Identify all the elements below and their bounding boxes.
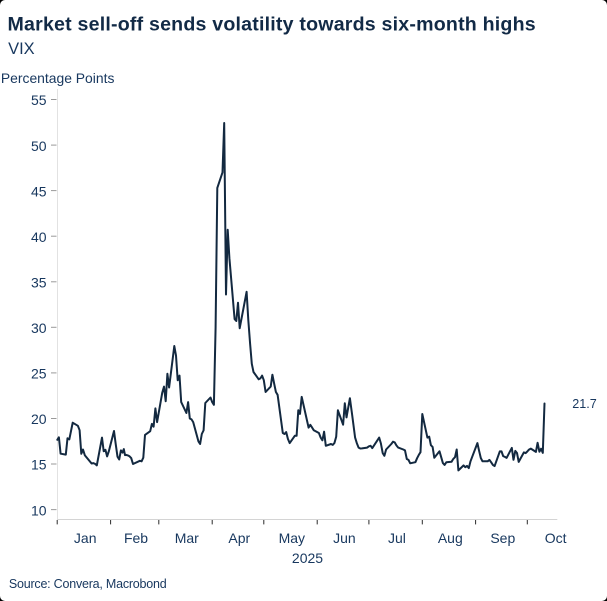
svg-text:Percentage Points: Percentage Points bbox=[1, 70, 115, 86]
svg-text:Jun: Jun bbox=[333, 530, 356, 546]
svg-text:Sep: Sep bbox=[490, 530, 515, 546]
svg-text:Oct: Oct bbox=[545, 530, 567, 546]
svg-text:Mar: Mar bbox=[175, 530, 199, 546]
svg-text:Market sell-off sends volatili: Market sell-off sends volatility towards… bbox=[8, 13, 536, 35]
svg-text:Jan: Jan bbox=[74, 530, 97, 546]
svg-text:45: 45 bbox=[31, 183, 47, 199]
svg-text:Jul: Jul bbox=[388, 530, 406, 546]
svg-text:55: 55 bbox=[31, 92, 47, 108]
svg-text:VIX: VIX bbox=[8, 40, 35, 58]
svg-text:20: 20 bbox=[31, 411, 47, 427]
svg-text:25: 25 bbox=[31, 366, 47, 382]
svg-text:Aug: Aug bbox=[438, 530, 463, 546]
svg-text:Source: Convera, Macrobond: Source: Convera, Macrobond bbox=[9, 577, 167, 591]
svg-text:May: May bbox=[279, 530, 305, 546]
svg-text:30: 30 bbox=[31, 320, 47, 336]
svg-text:50: 50 bbox=[31, 138, 47, 154]
svg-text:2025: 2025 bbox=[292, 550, 323, 566]
svg-text:Feb: Feb bbox=[124, 530, 148, 546]
svg-text:40: 40 bbox=[31, 229, 47, 245]
svg-text:15: 15 bbox=[31, 457, 47, 473]
svg-text:10: 10 bbox=[31, 502, 47, 518]
svg-text:21.7: 21.7 bbox=[572, 397, 597, 411]
svg-text:35: 35 bbox=[31, 275, 47, 291]
svg-text:Apr: Apr bbox=[228, 530, 250, 546]
